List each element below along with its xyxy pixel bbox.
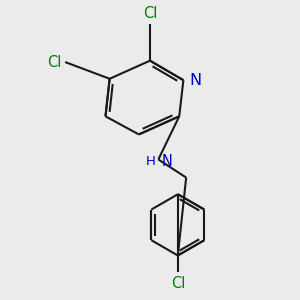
Text: N: N bbox=[190, 73, 202, 88]
Text: H: H bbox=[146, 155, 156, 168]
Text: N: N bbox=[161, 154, 172, 169]
Text: Cl: Cl bbox=[47, 55, 62, 70]
Text: Cl: Cl bbox=[143, 6, 157, 21]
Text: Cl: Cl bbox=[171, 275, 185, 290]
